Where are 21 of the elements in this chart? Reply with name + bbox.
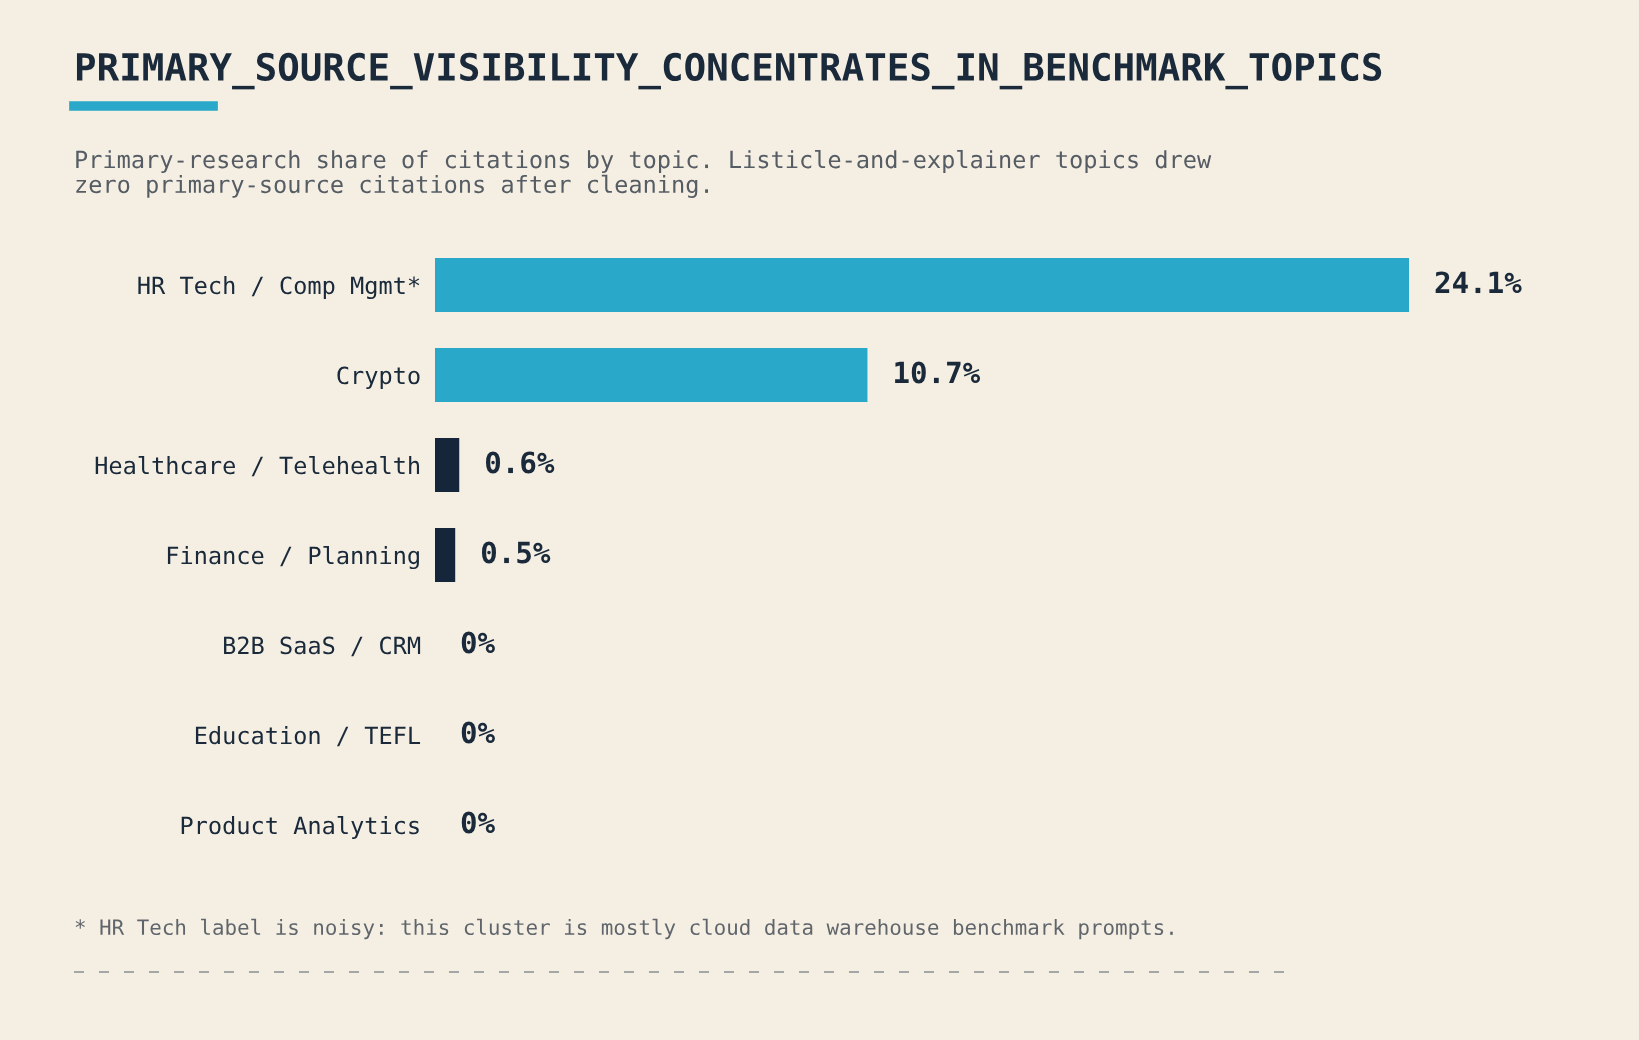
y-tick-label: Education / TEFL <box>195 726 421 747</box>
data-label: 0.6% <box>486 451 555 474</box>
y-tick-label: B2B SaaS / CRM <box>224 636 421 657</box>
chart-title: PRIMARY_SOURCE_VISIBILITY_CONCENTRATES_IN_BENCHMARK_TOPICS <box>76 52 1382 90</box>
y-tick-label: Crypto <box>337 366 420 389</box>
y-tick-label: Product Analytics <box>181 815 419 839</box>
data-label: 0.5% <box>481 541 551 564</box>
bar <box>435 438 460 492</box>
bar <box>435 348 868 402</box>
data-label: 0% <box>461 811 495 834</box>
bar <box>435 528 456 582</box>
text: * HR Tech label is noisy: this cluster is mostly cloud data warehouse benchmark prompts. <box>75 918 1173 940</box>
y-tick-label: Healthcare / Telehealth <box>95 455 420 477</box>
data-label: 0% <box>461 721 495 744</box>
data-label: 24.1% <box>1435 271 1522 294</box>
data-label: 10.7% <box>895 361 981 384</box>
data-label: 0% <box>461 631 495 654</box>
y-tick-label: Finance / Planning <box>167 545 419 570</box>
y-tick-label: HR Tech / Comp Mgmt* <box>138 276 420 300</box>
bar <box>435 258 1410 312</box>
chart-subtitle: Primary-research share of citations by topic. Listicle-and-explainer topics drew zero primary-source citations after cleaning. <box>76 150 1212 198</box>
